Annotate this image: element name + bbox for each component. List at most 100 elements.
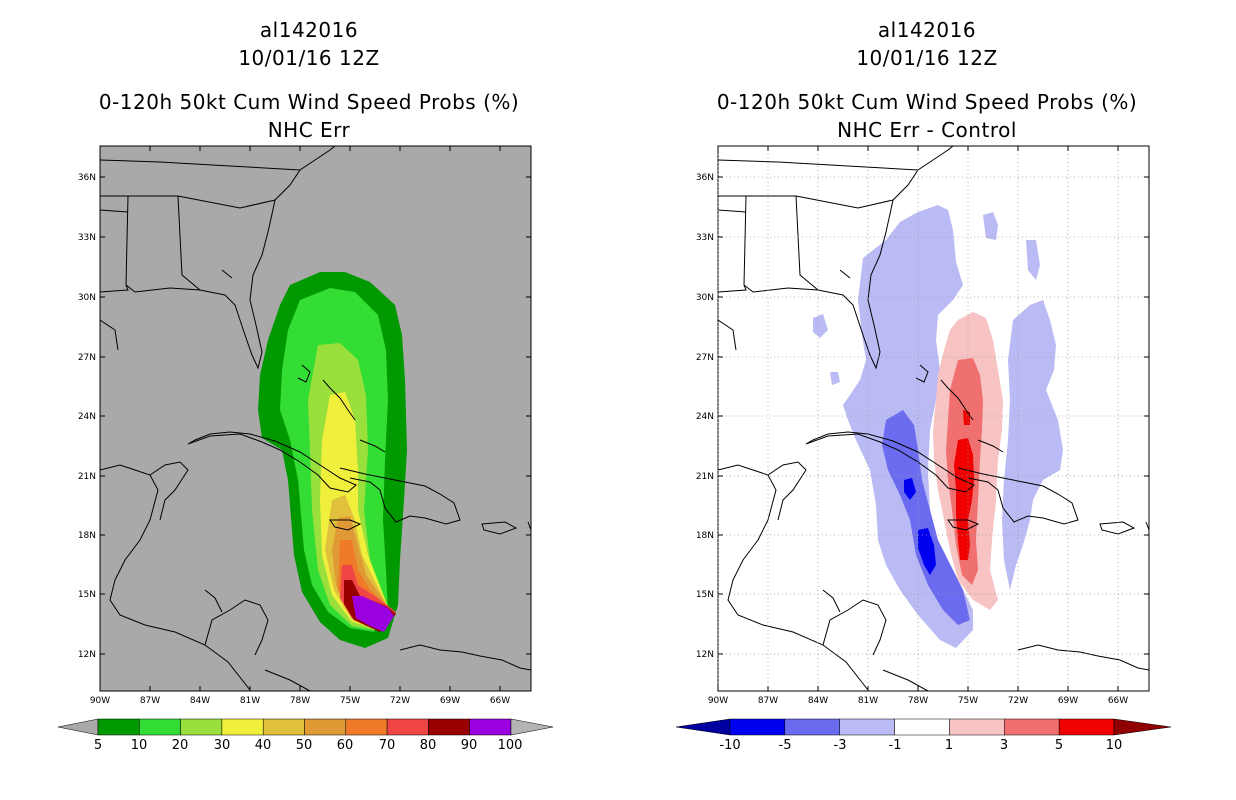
lon-label: 72W xyxy=(390,696,410,706)
left-map-svg: 36N 33N 30N 27N 24N 21N 18N 15N 12N 90W 87W 84W 81W 7… xyxy=(57,145,554,753)
colorbar-swatch xyxy=(894,718,950,736)
lon-label: 87W xyxy=(140,696,160,706)
axis-ticks: 36N 33N 30N 27N 24N 21N 18N 15N 12N 90W 87W 84W 81W 7… xyxy=(78,146,531,706)
diff-contour-pos5b xyxy=(963,410,970,425)
lon-label: 81W xyxy=(240,696,260,706)
colorbar-swatch xyxy=(97,718,140,736)
left-map-panel: al142016 10/01/16 12Z 0-120h 50kt Cum Wi… xyxy=(57,18,554,753)
lat-label: 18N xyxy=(78,531,96,541)
colorbar-swatch xyxy=(304,718,347,736)
lat-label: 27N xyxy=(696,353,714,363)
right-map-svg: 36N 33N 30N 27N 24N 21N 18N 15N 12N 90W 87W 84W 81W 7… xyxy=(675,145,1172,753)
lat-label: 30N xyxy=(78,293,96,303)
lon-label: 78W xyxy=(908,696,928,706)
colorbar-label: 10 xyxy=(1106,738,1123,753)
lon-label: 66W xyxy=(490,696,510,706)
lat-label: 30N xyxy=(696,293,714,303)
colorbar-label: 60 xyxy=(337,738,354,753)
lat-label: 24N xyxy=(78,412,96,422)
colorbar-swatch xyxy=(949,718,1005,736)
lat-label: 36N xyxy=(78,173,96,183)
colorbar-label: 90 xyxy=(461,738,478,753)
colorbar-swatch xyxy=(1004,718,1060,736)
lat-label: 24N xyxy=(696,412,714,422)
colorbar-label: 50 xyxy=(296,738,313,753)
colorbar-label: 10 xyxy=(131,738,148,753)
colorbar-over-triangle xyxy=(1113,718,1172,736)
lat-label: 15N xyxy=(696,590,714,600)
lat-label: 18N xyxy=(696,531,714,541)
lon-label: 75W xyxy=(340,696,360,706)
lon-label: 90W xyxy=(708,696,728,706)
datetime-title: 10/01/16 12Z xyxy=(238,46,380,70)
right-map-panel: al142016 10/01/16 12Z 0-120h 50kt Cum Wi… xyxy=(618,0,1236,800)
colorbar-swatch xyxy=(839,718,895,736)
storm-id-title: al142016 xyxy=(877,18,977,42)
colorbar-swatch xyxy=(729,718,786,736)
colorbar-swatch xyxy=(784,718,840,736)
storm-id-title: al142016 xyxy=(259,18,359,42)
subtitle: NHC Err - Control xyxy=(837,118,1017,142)
lat-label: 12N xyxy=(696,650,714,660)
axis-ticks: 36N 33N 30N 27N 24N 21N 18N 15N 12N 90W 87W 84W 81W 7… xyxy=(696,146,1149,706)
colorbar-label: -5 xyxy=(779,738,792,753)
colorbar-label: 80 xyxy=(420,738,437,753)
lat-label: 21N xyxy=(696,472,714,482)
colorbar-label: -10 xyxy=(719,738,740,753)
lat-label: 21N xyxy=(78,472,96,482)
colorbar-label: 30 xyxy=(214,738,231,753)
lat-label: 36N xyxy=(696,173,714,183)
datetime-title: 10/01/16 12Z xyxy=(856,46,998,70)
diff-contour-neg5 xyxy=(918,528,936,575)
lon-label: 72W xyxy=(1008,696,1028,706)
colorbar-label: 40 xyxy=(255,738,272,753)
colorbar-under-triangle xyxy=(57,718,99,736)
product-title: 0-120h 50kt Cum Wind Speed Probs (%) xyxy=(716,90,1138,114)
colorbar-label: 70 xyxy=(379,738,396,753)
colorbar-label: 20 xyxy=(172,738,189,753)
colorbar-label: 1 xyxy=(945,738,953,753)
lat-label: 12N xyxy=(78,650,96,660)
colorbar-swatch xyxy=(469,718,512,736)
coastlines xyxy=(100,146,531,691)
diff-contour-neg5b xyxy=(904,478,916,500)
colorbar-swatch xyxy=(139,718,181,736)
lon-label: 84W xyxy=(808,696,828,706)
grid-lines xyxy=(717,146,1149,691)
colorbar-right: -10 -5 -3 -1 1 3 5 10 xyxy=(675,718,1172,753)
coastlines xyxy=(718,146,1149,691)
lon-label: 90W xyxy=(90,696,110,706)
lon-label: 81W xyxy=(858,696,878,706)
lat-label: 33N xyxy=(696,233,714,243)
lon-label: 75W xyxy=(958,696,978,706)
lon-label: 78W xyxy=(290,696,310,706)
colorbar-swatch xyxy=(262,718,305,736)
product-title: 0-120h 50kt Cum Wind Speed Probs (%) xyxy=(98,90,520,114)
lon-label: 84W xyxy=(190,696,210,706)
colorbar-label: -1 xyxy=(889,738,902,753)
lat-label: 15N xyxy=(78,590,96,600)
colorbar-label: 3 xyxy=(1000,738,1008,753)
colorbar-swatch xyxy=(386,718,429,736)
lon-label: 87W xyxy=(758,696,778,706)
colorbar-swatch xyxy=(1058,718,1115,736)
colorbar-swatch xyxy=(428,718,470,736)
colorbar-swatches xyxy=(729,718,1115,736)
lon-label: 69W xyxy=(440,696,460,706)
lon-label: 69W xyxy=(1058,696,1078,706)
colorbar-swatch xyxy=(180,718,223,736)
colorbar-label: -3 xyxy=(834,738,847,753)
lon-label: 66W xyxy=(1108,696,1128,706)
lat-label: 33N xyxy=(78,233,96,243)
subtitle: NHC Err xyxy=(267,118,351,142)
prob-contour-90 xyxy=(352,596,394,632)
colorbar-under-triangle xyxy=(675,718,731,736)
colorbar-over-triangle xyxy=(510,718,554,736)
diff-contour-neg3 xyxy=(882,410,970,625)
colorbar-left: 5 10 20 30 40 50 60 70 80 90 100 xyxy=(57,718,554,753)
colorbar-label: 100 xyxy=(498,738,523,753)
colorbar-swatch xyxy=(345,718,388,736)
colorbar-swatches xyxy=(97,718,512,736)
colorbar-label: 5 xyxy=(1055,738,1063,753)
colorbar-label: 5 xyxy=(94,738,102,753)
